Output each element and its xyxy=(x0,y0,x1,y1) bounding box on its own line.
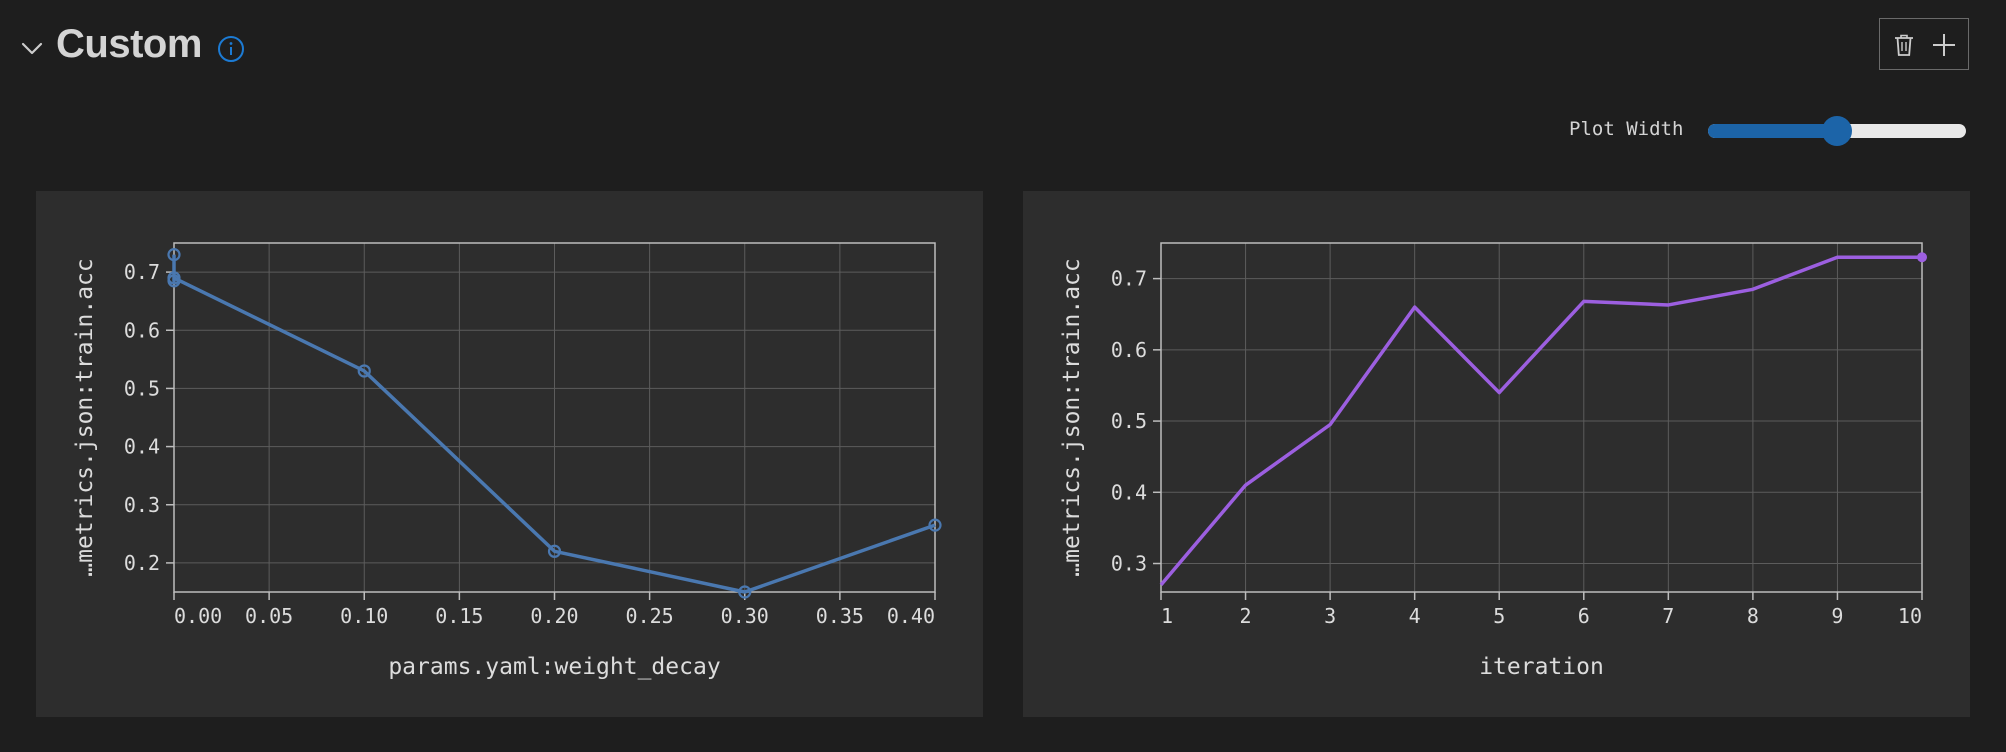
x-tick-label: 0.30 xyxy=(721,604,769,628)
plot-panel-weight-decay: 0.00 0.05 0.10 0.15 0.20 0.25 0.30 0.35 0.40 0.2 0… xyxy=(36,191,983,717)
x-tick-label: 2 xyxy=(1240,604,1252,628)
x-tick-label: 0.40 xyxy=(887,604,935,628)
y-tick-label: 0.6 xyxy=(124,318,160,342)
y-tick-label: 0.4 xyxy=(1111,480,1147,504)
series-line xyxy=(172,254,936,594)
y-tick-label: 0.3 xyxy=(124,493,160,517)
section-header: Custom xyxy=(0,0,2006,100)
data-point[interactable] xyxy=(167,271,181,285)
x-tick-label: 0.35 xyxy=(816,604,864,628)
chevron-down-icon[interactable] xyxy=(20,36,44,60)
x-tick-label: 0.10 xyxy=(340,604,388,628)
plot-width-slider[interactable] xyxy=(1708,116,1966,146)
slider-fill xyxy=(1708,124,1837,138)
x-tick-label: 8 xyxy=(1747,604,1759,628)
x-tick-label: 9 xyxy=(1831,604,1843,628)
x-tick-label: 10 xyxy=(1898,604,1922,628)
x-tick-label: 0.15 xyxy=(435,604,483,628)
data-point[interactable] xyxy=(928,518,942,532)
x-tick-label: 4 xyxy=(1409,604,1421,628)
x-axis-title: params.yaml:weight_decay xyxy=(388,654,720,680)
chart-weight-decay: 0.00 0.05 0.10 0.15 0.20 0.25 0.30 0.35 0.40 0.2 0… xyxy=(72,242,942,680)
x-tick-label: 5 xyxy=(1493,604,1505,628)
y-axis-title: …metrics.json:train.acc xyxy=(1059,258,1085,577)
plot-width-label: Plot Width xyxy=(1569,118,1684,140)
section-title: Custom xyxy=(56,22,202,66)
x-tick-label: 3 xyxy=(1324,604,1336,628)
x-axis-title: iteration xyxy=(1479,654,1604,680)
x-tick-label: 1 xyxy=(1161,604,1173,628)
y-tick-label: 0.6 xyxy=(1111,338,1147,362)
data-point[interactable] xyxy=(357,364,371,378)
plot-panel-iteration: 1 2 3 4 5 6 7 8 9 10 0.3 0.4 0.5 0.6 0.7 iteration …metr… xyxy=(1023,191,1970,717)
y-tick-label: 0.2 xyxy=(124,551,160,575)
x-tick-label: 0.00 xyxy=(174,604,222,628)
y-tick-label: 0.7 xyxy=(124,260,160,284)
y-axis-title: …metrics.json:train.acc xyxy=(72,258,98,577)
data-point[interactable] xyxy=(1917,252,1927,263)
plot-frame xyxy=(1160,242,1923,593)
y-tick-label: 0.7 xyxy=(1111,267,1147,291)
plot-toolbar xyxy=(1879,18,1969,70)
y-tick-label: 0.5 xyxy=(124,376,160,400)
x-tick-label: 0.25 xyxy=(626,604,674,628)
trash-icon[interactable] xyxy=(1890,31,1918,59)
y-tick-label: 0.5 xyxy=(1111,409,1147,433)
x-tick-label: 7 xyxy=(1662,604,1674,628)
y-tick-label: 0.4 xyxy=(124,435,160,459)
x-tick-label: 0.20 xyxy=(530,604,578,628)
series-line xyxy=(1159,255,1922,587)
data-point[interactable] xyxy=(738,585,752,599)
data-point[interactable] xyxy=(547,544,562,558)
y-tick-label: 0.3 xyxy=(1111,552,1147,576)
data-point[interactable] xyxy=(167,248,181,262)
x-tick-label: 0.05 xyxy=(245,604,293,628)
x-tick-label: 6 xyxy=(1578,604,1590,628)
slider-thumb[interactable] xyxy=(1822,116,1852,146)
chart-iteration: 1 2 3 4 5 6 7 8 9 10 0.3 0.4 0.5 0.6 0.7 iteration …metr… xyxy=(1059,242,1927,680)
info-icon[interactable] xyxy=(216,34,246,64)
plus-icon[interactable] xyxy=(1930,31,1958,59)
